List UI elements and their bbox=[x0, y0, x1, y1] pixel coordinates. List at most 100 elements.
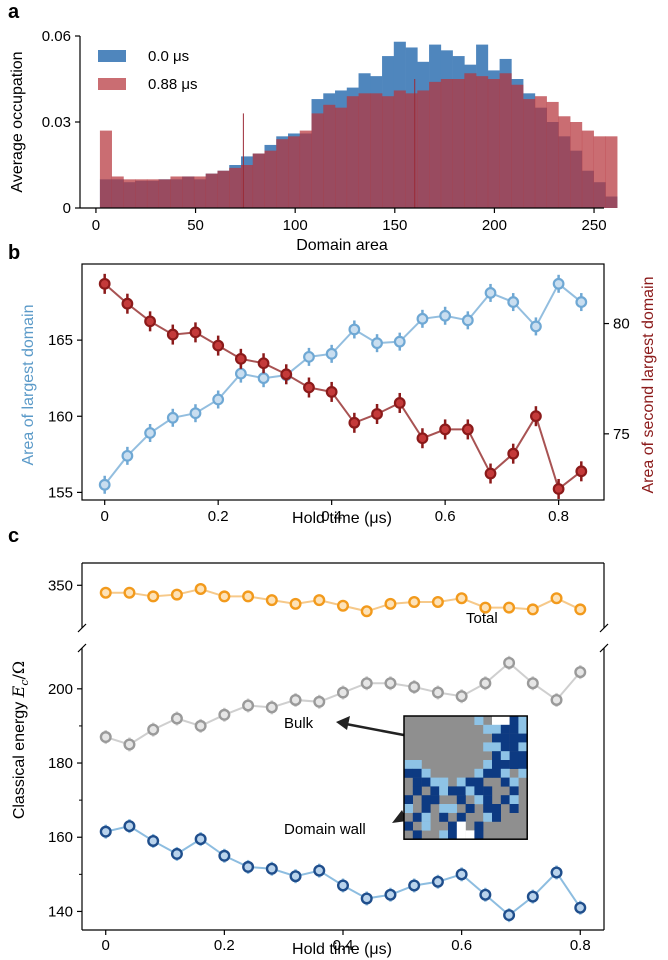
x-tick-label: 0.8 bbox=[548, 508, 569, 525]
data-point bbox=[575, 465, 588, 478]
data-point bbox=[257, 357, 270, 370]
y-tick-label: 160 bbox=[48, 829, 73, 846]
inset-site bbox=[509, 804, 519, 813]
data-point bbox=[408, 680, 421, 693]
data-point bbox=[170, 712, 183, 725]
hist-bar bbox=[99, 130, 112, 208]
data-point bbox=[455, 690, 468, 703]
legend-label-088us: 0.88 μs bbox=[148, 76, 198, 93]
data-point bbox=[455, 868, 468, 881]
x-tick-label: 0.4 bbox=[333, 937, 354, 954]
data-point bbox=[461, 314, 474, 327]
inset-site bbox=[430, 786, 440, 796]
data-point bbox=[416, 432, 429, 445]
panel-c-letter: c bbox=[8, 525, 19, 547]
inset-site bbox=[500, 751, 510, 761]
x-tick-label: 0.2 bbox=[214, 937, 235, 954]
data-point bbox=[289, 597, 302, 610]
inset-site bbox=[439, 830, 449, 840]
inset-site bbox=[404, 768, 413, 778]
inset-site bbox=[456, 812, 466, 822]
panel-a-ylabel: Average occupation bbox=[9, 51, 26, 192]
annotation-bulk: Bulk bbox=[284, 715, 314, 732]
panel-b-ylabel-right: Area of second largest domain bbox=[640, 276, 657, 493]
inset-site bbox=[421, 795, 431, 805]
hist-bar bbox=[299, 130, 312, 208]
data-point bbox=[280, 368, 293, 381]
panel-c-axes: 0 0.2 0.4 0.6 0.8 350 140 160 180 200 bbox=[48, 562, 609, 954]
data-point bbox=[530, 410, 542, 423]
series-second-largest-domain bbox=[98, 273, 588, 499]
hist-bar bbox=[170, 176, 183, 208]
inset-site bbox=[465, 777, 475, 787]
data-point bbox=[431, 875, 444, 888]
data-point bbox=[170, 847, 183, 860]
data-point bbox=[503, 601, 516, 614]
data-point bbox=[337, 599, 350, 612]
data-point bbox=[144, 427, 156, 439]
data-point bbox=[147, 834, 160, 847]
inset-site bbox=[404, 804, 413, 813]
inset-frame bbox=[403, 715, 528, 840]
data-point bbox=[530, 320, 542, 333]
data-point bbox=[371, 408, 383, 420]
x-tick-label: 50 bbox=[187, 217, 204, 234]
data-point bbox=[289, 870, 302, 883]
inset-site bbox=[500, 795, 510, 805]
data-point bbox=[416, 312, 429, 325]
inset-site bbox=[474, 777, 484, 787]
data-point bbox=[526, 890, 539, 903]
data-point bbox=[431, 686, 444, 699]
data-point bbox=[325, 386, 338, 398]
data-point bbox=[479, 601, 492, 614]
hist-bar bbox=[417, 90, 430, 208]
data-point bbox=[189, 407, 202, 420]
x-tick-label: 200 bbox=[482, 217, 507, 234]
hist-bar bbox=[323, 104, 336, 208]
data-point bbox=[408, 596, 421, 609]
data-point bbox=[99, 825, 112, 838]
data-point bbox=[393, 397, 406, 409]
hist-bar bbox=[558, 116, 571, 208]
y-left-tick-label: 160 bbox=[48, 408, 73, 425]
hist-bar bbox=[311, 113, 324, 208]
arrow-bulk-head bbox=[336, 716, 350, 730]
inset-site bbox=[483, 768, 493, 778]
data-point bbox=[360, 892, 373, 905]
inset-site bbox=[465, 830, 475, 840]
x-tick-label: 150 bbox=[382, 217, 407, 234]
inset-site bbox=[492, 724, 501, 734]
inset-site bbox=[492, 768, 501, 778]
inset-site bbox=[421, 768, 431, 778]
inset-site bbox=[518, 768, 528, 778]
data-point bbox=[552, 483, 565, 495]
inset-site bbox=[492, 804, 501, 813]
data-point bbox=[455, 592, 468, 605]
data-point bbox=[147, 723, 160, 736]
x-tick-label: 0.2 bbox=[208, 508, 229, 525]
panel-c-xlabel: Hold time (μs) bbox=[292, 941, 392, 958]
panel-b-ylabel-left: Area of largest domain bbox=[20, 305, 37, 466]
y-tick-label: 200 bbox=[48, 681, 73, 698]
data-point bbox=[384, 597, 397, 610]
y-tick-label: 0.06 bbox=[42, 28, 71, 45]
inset-site bbox=[518, 724, 528, 734]
x-tick-label: 0 bbox=[101, 508, 109, 525]
inset-site bbox=[509, 742, 519, 752]
inset-site bbox=[456, 777, 466, 787]
data-point bbox=[550, 866, 563, 879]
hist-bar bbox=[193, 176, 207, 208]
data-point bbox=[384, 888, 397, 901]
data-point bbox=[574, 666, 587, 679]
data-point bbox=[439, 423, 452, 436]
hist-bar bbox=[546, 101, 559, 208]
data-point bbox=[507, 447, 520, 460]
inset-site bbox=[500, 777, 510, 787]
hist-bar bbox=[440, 79, 453, 208]
hist-bar bbox=[288, 136, 301, 208]
inset-site bbox=[509, 724, 519, 734]
data-point bbox=[144, 315, 156, 328]
inset-site bbox=[492, 742, 501, 752]
hist-bar bbox=[429, 81, 442, 208]
